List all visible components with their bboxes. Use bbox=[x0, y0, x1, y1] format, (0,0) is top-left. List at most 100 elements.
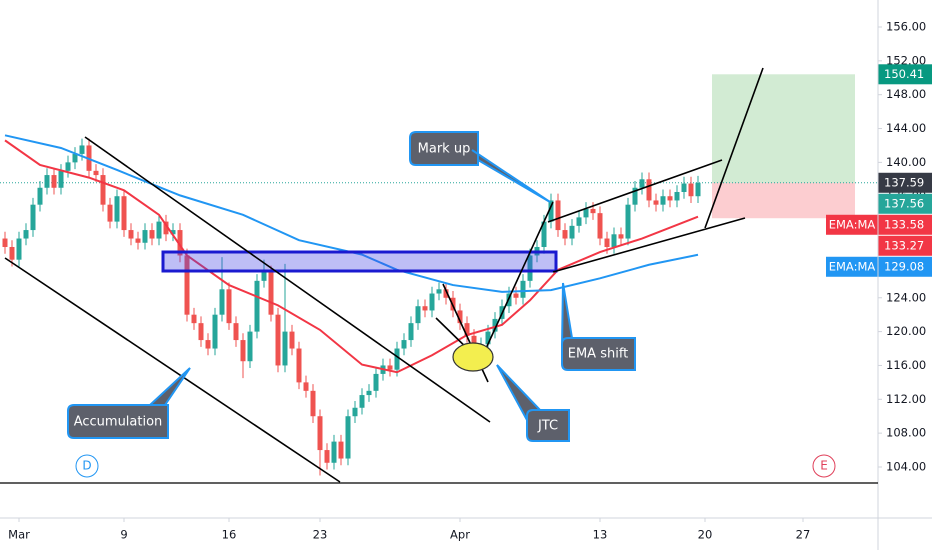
trend-line bbox=[482, 201, 554, 356]
price-axis: 104.00108.00112.00116.00120.00124.00128.… bbox=[8, 19, 932, 542]
background bbox=[0, 74, 878, 219]
candle-body bbox=[65, 162, 71, 171]
candle-body bbox=[520, 280, 526, 298]
candle-body bbox=[583, 208, 589, 218]
candle-body bbox=[275, 314, 281, 366]
candle-body bbox=[261, 272, 267, 281]
candle-body bbox=[233, 323, 239, 341]
candle-body bbox=[457, 310, 463, 324]
candle-body bbox=[191, 314, 197, 324]
candle-body bbox=[359, 395, 365, 408]
callout-text: Accumulation bbox=[74, 415, 163, 430]
candle-body bbox=[513, 293, 519, 298]
dividend-marker bbox=[75, 454, 99, 478]
candle-body bbox=[667, 196, 673, 201]
price-label: 137.59 bbox=[884, 175, 924, 189]
callout-text: Mark up bbox=[418, 142, 471, 157]
y-tick-label: 140.00 bbox=[886, 155, 926, 169]
candle-body bbox=[177, 230, 183, 256]
marker-text: E bbox=[820, 459, 828, 473]
candle-body bbox=[366, 390, 372, 396]
candle-body bbox=[310, 390, 316, 417]
callout-text: EMA shift bbox=[568, 347, 629, 362]
earnings-marker bbox=[812, 454, 836, 478]
candle-body bbox=[688, 183, 694, 197]
candle-body bbox=[107, 204, 113, 222]
x-tick-label: 9 bbox=[120, 528, 127, 542]
price-label-name-box bbox=[826, 256, 878, 277]
jtc-ellipse bbox=[452, 342, 494, 372]
callout bbox=[409, 131, 551, 203]
loss-zone bbox=[712, 182, 855, 219]
price-label-box bbox=[878, 64, 932, 85]
profit-zone bbox=[712, 74, 855, 183]
candle-body bbox=[345, 416, 351, 459]
y-tick-label: 120.00 bbox=[886, 324, 926, 338]
candle-body bbox=[219, 289, 225, 315]
trend-line bbox=[552, 217, 746, 273]
y-tick-label: 124.00 bbox=[886, 290, 926, 304]
candle-body bbox=[681, 183, 687, 192]
candle-body bbox=[639, 179, 645, 188]
x-tick-label: 23 bbox=[313, 528, 328, 542]
x-tick-label: Apr bbox=[450, 528, 470, 542]
candle-body bbox=[464, 323, 470, 336]
y-tick-label: 116.00 bbox=[886, 358, 926, 372]
x-tick-label: 20 bbox=[698, 528, 713, 542]
candle-body bbox=[226, 289, 232, 324]
price-label-box bbox=[878, 214, 932, 235]
trend-line bbox=[84, 136, 491, 423]
candle-body bbox=[555, 200, 561, 231]
candle-body bbox=[254, 280, 260, 332]
x-tick-label: 13 bbox=[593, 528, 608, 542]
candle-body bbox=[93, 170, 99, 176]
candle-body bbox=[338, 441, 344, 459]
candle-body bbox=[37, 187, 43, 205]
y-tick-label: 108.00 bbox=[886, 426, 926, 440]
candle-body bbox=[394, 348, 400, 370]
x-tick-label: 27 bbox=[796, 528, 811, 542]
trend-line bbox=[547, 159, 723, 223]
candle-body bbox=[72, 153, 78, 163]
candle-body bbox=[443, 289, 449, 298]
candle-body bbox=[30, 204, 36, 231]
candle-body bbox=[674, 191, 680, 201]
price-label-box bbox=[878, 172, 932, 193]
candle-body bbox=[163, 221, 169, 235]
trend-line bbox=[704, 67, 764, 229]
y-tick-label: 152.00 bbox=[886, 53, 926, 67]
marker-text: D bbox=[82, 459, 91, 473]
candle-body bbox=[422, 306, 428, 311]
candle-body bbox=[331, 441, 337, 463]
candle-body bbox=[562, 230, 568, 239]
x-tick-label: 16 bbox=[222, 528, 237, 542]
callout bbox=[561, 282, 636, 371]
price-label-name-box bbox=[826, 214, 878, 235]
y-tick-label: 148.00 bbox=[886, 87, 926, 101]
price-label-box bbox=[878, 193, 932, 214]
candle-body bbox=[58, 170, 64, 188]
candle-body bbox=[618, 234, 624, 239]
price-label-box bbox=[878, 256, 932, 277]
candle-body bbox=[16, 238, 22, 260]
candle-body bbox=[387, 365, 393, 370]
price-label: 133.27 bbox=[884, 238, 924, 252]
candle-body bbox=[569, 225, 575, 239]
candle-body bbox=[471, 335, 477, 349]
candle-body bbox=[9, 246, 15, 260]
x-tick-label: Mar bbox=[8, 528, 30, 542]
price-label-box bbox=[878, 235, 932, 256]
candle-body bbox=[604, 238, 610, 247]
candle-body bbox=[296, 348, 302, 383]
ema-line bbox=[4, 134, 699, 293]
price-label: 137.56 bbox=[884, 196, 924, 210]
candle-body bbox=[527, 255, 533, 281]
candle-body bbox=[2, 238, 8, 247]
candle-body bbox=[625, 204, 631, 239]
candle-body bbox=[548, 200, 554, 222]
candle-body bbox=[205, 340, 211, 349]
candle-body bbox=[100, 175, 106, 205]
y-tick-label: 112.00 bbox=[886, 392, 926, 406]
candle-body bbox=[303, 382, 309, 391]
candle-body bbox=[135, 238, 141, 243]
